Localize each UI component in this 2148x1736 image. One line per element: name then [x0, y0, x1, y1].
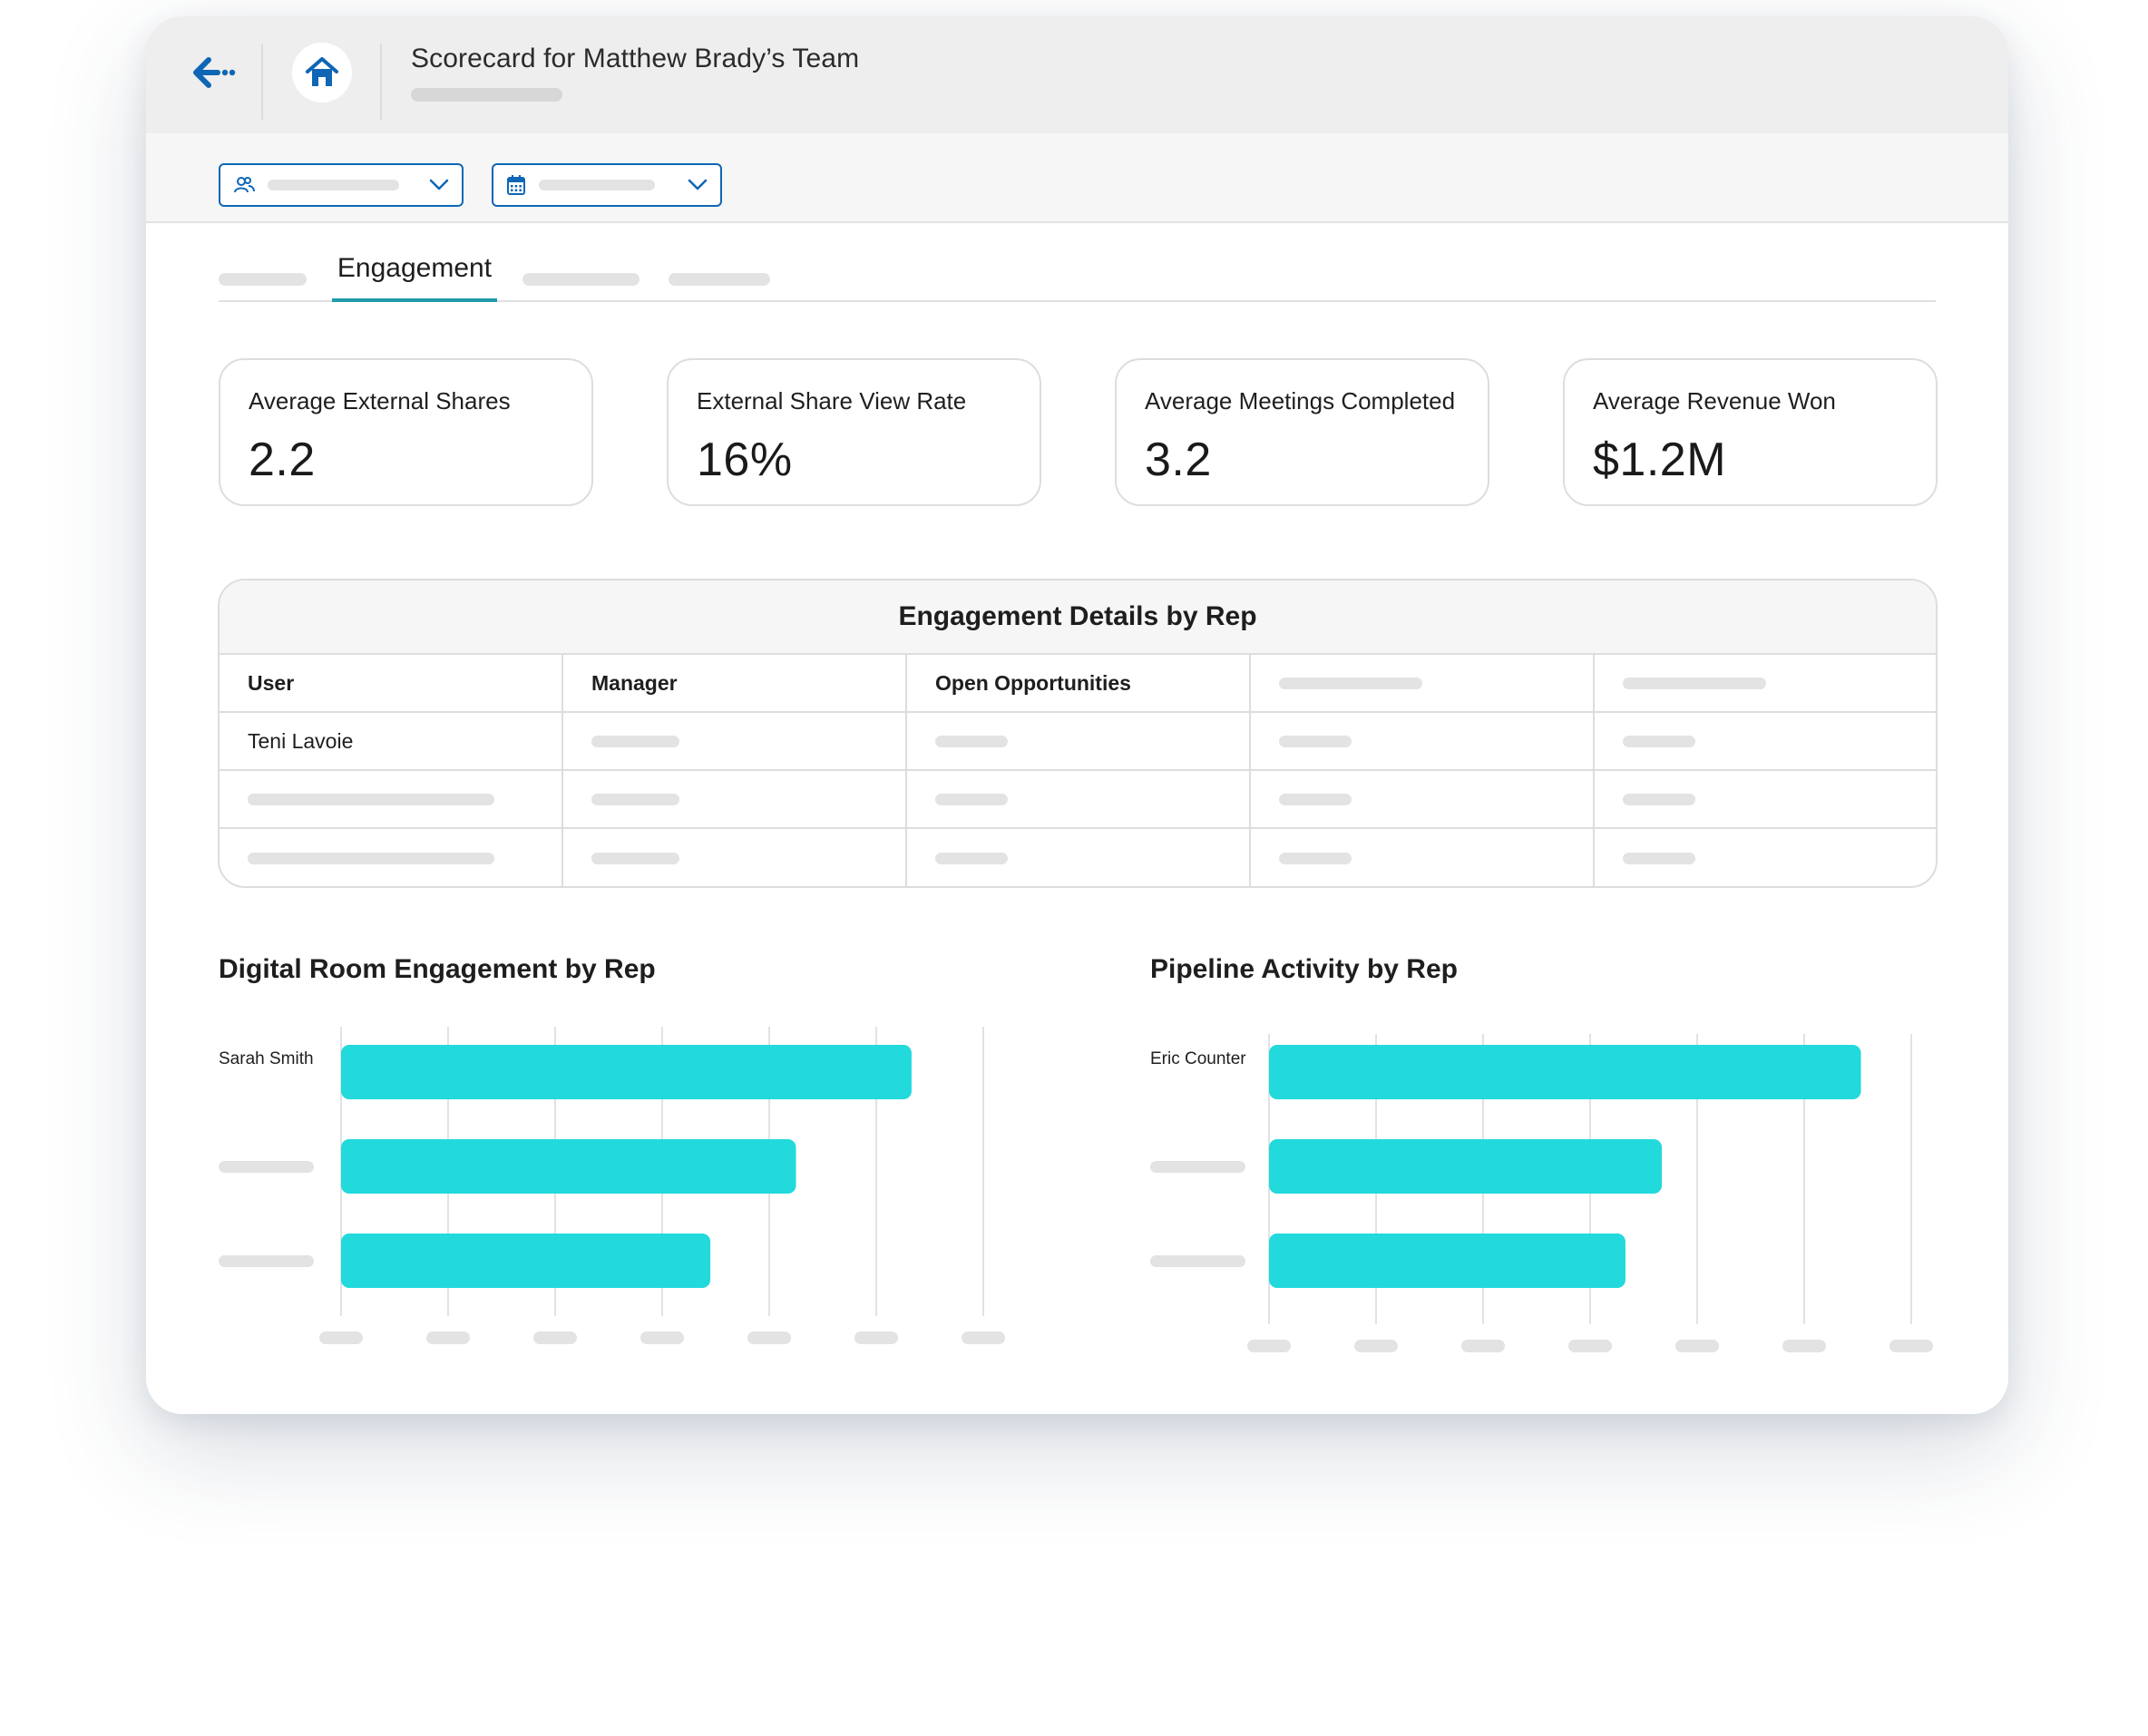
kpi-label: Average External Shares [249, 387, 511, 414]
tick-label-placeholder [1247, 1340, 1291, 1352]
filter-bar [146, 133, 2008, 223]
bar[interactable] [341, 1139, 796, 1194]
category-label: Sarah Smith [219, 1049, 314, 1068]
title-bar: Scorecard for Matthew Brady’s Team [146, 16, 2008, 133]
column-header-manager[interactable]: Manager [563, 655, 907, 711]
cell-placeholder [220, 771, 563, 827]
tick-label-placeholder [1568, 1340, 1612, 1352]
tick-label-placeholder [854, 1331, 898, 1344]
chart-title-pipeline: Pipeline Activity by Rep [1150, 954, 1458, 984]
tick-label-placeholder [1354, 1340, 1398, 1352]
digital-room-engagement-chart: Sarah Smith [146, 1005, 1053, 1368]
category-label-placeholder [219, 1255, 314, 1267]
engagement-details-table: Engagement Details by Rep User Manager O… [218, 579, 1938, 888]
kpi-label: Average Revenue Won [1593, 387, 1836, 414]
tick-label-placeholder [962, 1331, 1005, 1344]
tick-label-placeholder [640, 1331, 684, 1344]
calendar-icon [507, 175, 525, 195]
tab-placeholder[interactable] [522, 273, 640, 286]
table-title: Engagement Details by Rep [220, 580, 1936, 655]
tab-placeholder[interactable] [219, 273, 307, 286]
category-label: Eric Counter [1150, 1049, 1246, 1068]
kpi-label: Average Meetings Completed [1145, 387, 1456, 414]
kpi-card: Average Meetings Completed 3.2 [1115, 358, 1489, 506]
back-button[interactable] [182, 49, 246, 96]
team-filter-value-placeholder [268, 180, 399, 190]
cell-placeholder [1595, 829, 1936, 886]
home-button[interactable] [292, 43, 352, 102]
pipeline-activity-chart: Eric Counter [1053, 1005, 2008, 1368]
page-title: Scorecard for Matthew Brady’s Team [411, 44, 860, 73]
category-label-placeholder [1150, 1161, 1245, 1173]
kpi-value: 3.2 [1145, 434, 1212, 486]
bar[interactable] [341, 1234, 711, 1288]
team-filter-dropdown[interactable] [219, 163, 464, 207]
cell-placeholder [1595, 771, 1936, 827]
date-filter-value-placeholder [539, 180, 655, 190]
cell-placeholder [563, 829, 907, 886]
cell-placeholder [1595, 713, 1936, 769]
cell-user: Teni Lavoie [220, 713, 563, 769]
kpi-value: 2.2 [249, 434, 316, 486]
table-row[interactable] [220, 829, 1936, 886]
kpi-card: Average External Shares 2.2 [219, 358, 593, 506]
cell-placeholder [563, 771, 907, 827]
category-label-placeholder [1150, 1255, 1245, 1267]
arrow-left-icon [193, 57, 236, 88]
bar-chart-svg [1247, 1034, 1933, 1352]
cell-placeholder [563, 713, 907, 769]
users-icon [234, 177, 255, 193]
subtitle-placeholder [411, 88, 562, 102]
column-header-open-opportunities[interactable]: Open Opportunities [907, 655, 1251, 711]
chevron-down-icon [688, 179, 708, 191]
chevron-down-icon [429, 179, 449, 191]
header-divider [380, 44, 382, 120]
kpi-card: Average Revenue Won $1.2M [1563, 358, 1938, 506]
cell-placeholder [1251, 771, 1595, 827]
cell-placeholder [907, 829, 1251, 886]
table-header-row: User Manager Open Opportunities [220, 655, 1936, 713]
home-icon [306, 57, 338, 86]
bar[interactable] [1269, 1234, 1626, 1288]
tick-label-placeholder [1675, 1340, 1719, 1352]
cell-placeholder [220, 829, 563, 886]
tick-label-placeholder [1461, 1340, 1505, 1352]
tick-label-placeholder [426, 1331, 470, 1344]
kpi-card: External Share View Rate 16% [667, 358, 1041, 506]
bar[interactable] [1269, 1045, 1861, 1099]
tick-label-placeholder [1782, 1340, 1826, 1352]
bar-chart-svg [319, 1027, 1005, 1344]
date-filter-dropdown[interactable] [492, 163, 722, 207]
tab-bar: Engagement [219, 239, 1936, 302]
kpi-value: $1.2M [1593, 434, 1727, 486]
tab-placeholder[interactable] [669, 273, 770, 286]
category-label-placeholder [219, 1161, 314, 1173]
tick-label-placeholder [747, 1331, 791, 1344]
chart-title-digital-room: Digital Room Engagement by Rep [219, 954, 656, 984]
column-header-placeholder[interactable] [1251, 655, 1595, 711]
column-header-user[interactable]: User [220, 655, 563, 711]
cell-placeholder [1251, 713, 1595, 769]
table-row[interactable] [220, 771, 1936, 829]
tick-label-placeholder [533, 1331, 577, 1344]
tick-label-placeholder [319, 1331, 363, 1344]
table-row[interactable]: Teni Lavoie [220, 713, 1936, 771]
cell-placeholder [907, 771, 1251, 827]
column-header-placeholder[interactable] [1595, 655, 1936, 711]
header-divider [261, 44, 263, 120]
bar[interactable] [1269, 1139, 1663, 1194]
kpi-value: 16% [697, 434, 793, 486]
tick-label-placeholder [1889, 1340, 1933, 1352]
bar[interactable] [341, 1045, 912, 1099]
tab-engagement[interactable]: Engagement [332, 239, 497, 302]
cell-placeholder [907, 713, 1251, 769]
kpi-label: External Share View Rate [697, 387, 967, 414]
scorecard-window: Scorecard for Matthew Brady’s Team [146, 16, 2008, 1414]
cell-placeholder [1251, 829, 1595, 886]
